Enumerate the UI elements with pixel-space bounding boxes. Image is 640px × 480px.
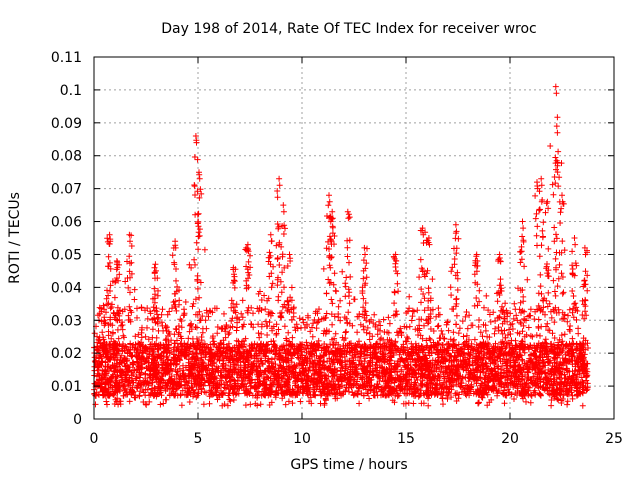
x-tick-label: 20	[501, 431, 519, 447]
chart-title: Day 198 of 2014, Rate Of TEC Index for r…	[161, 21, 537, 37]
x-axis-label: GPS time / hours	[290, 457, 407, 473]
y-tick-label: 0.05	[51, 247, 82, 263]
x-tick-label: 10	[293, 431, 311, 447]
x-tick-label: 25	[605, 431, 623, 447]
y-tick-label: 0.06	[51, 215, 82, 231]
y-tick-label: 0.03	[51, 313, 82, 329]
axis-ticks	[93, 56, 615, 420]
y-tick-label: 0.02	[51, 346, 82, 362]
x-tick-labels: 0 5 10 15 20 25	[90, 431, 623, 447]
y-tick-label: 0.01	[51, 379, 82, 395]
y-tick-labels: 0 0.01 0.02 0.03 0.04 0.05 0.06 0.07 0.08 0.09 0.1…	[51, 50, 82, 428]
y-tick-label: 0.11	[51, 50, 82, 66]
y-axis-label: ROTI / TECUs	[7, 192, 23, 284]
x-tick-label: 5	[194, 431, 203, 447]
y-tick-label: 0.07	[51, 182, 82, 198]
x-tick-label: 0	[90, 431, 99, 447]
y-tick-label: 0.04	[51, 280, 82, 296]
y-tick-label: 0.09	[51, 116, 82, 132]
y-tick-label: 0	[73, 412, 82, 428]
y-tick-label: 0.1	[60, 83, 82, 99]
plot-frame	[93, 56, 615, 420]
roti-series-points	[91, 83, 591, 409]
data-points	[91, 83, 591, 409]
x-tick-label: 15	[397, 431, 415, 447]
y-tick-label: 0.08	[51, 149, 82, 165]
